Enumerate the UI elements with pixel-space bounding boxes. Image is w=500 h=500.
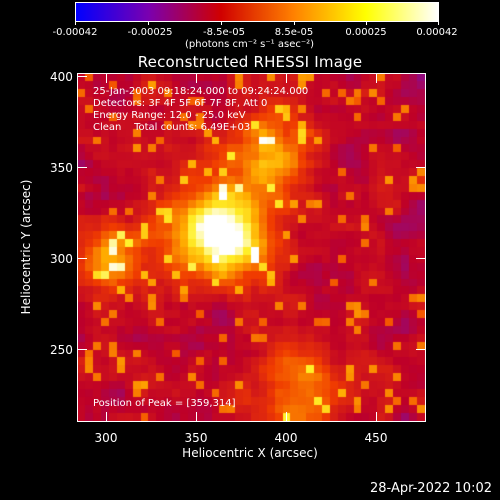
colorbar-tick-label: 0.00042: [416, 27, 458, 38]
x-tick-label: 350: [184, 431, 208, 445]
y-axis-label: Heliocentric Y (arcsec): [19, 179, 33, 315]
colorbar-tick-label: 0.00025: [345, 27, 387, 38]
colorbar-units: (photons cm⁻² s⁻¹ asec⁻²): [185, 39, 315, 50]
timestamp: 28-Apr-2022 10:02: [370, 481, 492, 496]
x-tick-mark-top: [196, 74, 197, 83]
y-tick-mark: [78, 76, 87, 77]
y-tick-mark-right: [416, 349, 425, 350]
x-tick-mark-top: [376, 74, 377, 83]
x-axis-label: Heliocentric X (arcsec): [182, 446, 318, 460]
x-tick-label: 400: [274, 431, 298, 445]
image-plot-area: 25-Jan-2003 09:18:24.000 to 09:24:24.000…: [77, 73, 426, 422]
colorbar-tick-mark: [294, 21, 295, 25]
plot-title: Reconstructed RHESSI Image: [137, 53, 363, 71]
colorbar: [75, 2, 439, 22]
x-tick-label: 450: [364, 431, 388, 445]
colorbar-tick-mark: [366, 21, 367, 25]
y-tick-mark: [78, 349, 87, 350]
colorbar-tick-mark: [438, 21, 439, 25]
y-tick-mark-right: [416, 167, 425, 168]
info-line-clean: Clean Total counts: 6.49E+03: [93, 122, 251, 133]
heatmap-image: [78, 74, 425, 421]
y-tick-label: 250: [50, 343, 73, 357]
colorbar-tick-label: -0.00025: [127, 27, 173, 38]
x-tick-mark: [196, 412, 197, 421]
x-tick-mark-top: [286, 74, 287, 83]
colorbar-tick-mark: [221, 21, 222, 25]
y-tick-mark-right: [416, 258, 425, 259]
x-tick-label: 300: [94, 431, 118, 445]
x-tick-mark-top: [106, 74, 107, 83]
y-tick-mark: [78, 167, 87, 168]
peak-position-label: Position of Peak = [359,314]: [93, 398, 236, 409]
info-line-detectors: Detectors: 3F 4F 5F 6F 7F 8F, Att 0: [93, 98, 268, 109]
y-tick-label: 400: [50, 70, 73, 84]
colorbar-tick-mark: [148, 21, 149, 25]
x-tick-mark: [106, 412, 107, 421]
info-line-energy: Energy Range: 12.0 - 25.0 keV: [93, 110, 246, 121]
y-tick-label: 350: [50, 161, 73, 175]
colorbar-tick-label: 8.5e-05: [274, 27, 314, 38]
colorbar-tick-mark: [75, 21, 76, 25]
y-tick-mark: [78, 258, 87, 259]
info-line-time: 25-Jan-2003 09:18:24.000 to 09:24:24.000: [93, 86, 309, 97]
y-tick-label: 300: [50, 252, 73, 266]
x-tick-mark: [376, 412, 377, 421]
colorbar-tick-label: -0.00042: [52, 27, 98, 38]
colorbar-tick-label: -8.5e-05: [203, 27, 245, 38]
x-tick-mark: [286, 412, 287, 421]
